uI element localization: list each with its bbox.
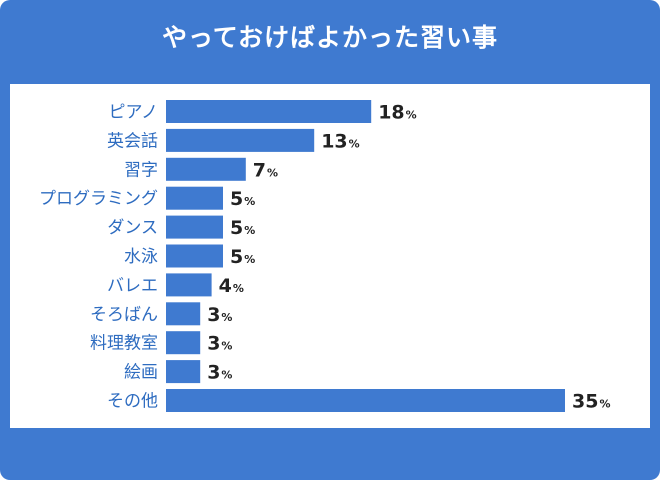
category-label: 水泳 (124, 247, 158, 267)
value-label: 18% (378, 102, 416, 124)
value-label: 5% (230, 217, 255, 239)
category-label: 料理教室 (90, 334, 158, 354)
chart-title: やっておけばよかった習い事 (161, 23, 498, 52)
value-label: 3% (207, 304, 232, 326)
bar-1 (166, 128, 315, 152)
value-label: 13% (321, 130, 359, 152)
bar-3 (166, 186, 223, 210)
bar-10 (166, 389, 565, 412)
bar-0 (166, 100, 372, 123)
value-label: 3% (207, 333, 232, 355)
value-label: 3% (207, 362, 232, 384)
category-label: 英会話 (107, 131, 158, 151)
bar-9 (166, 360, 201, 384)
bar-6 (166, 273, 212, 297)
bar-2 (166, 157, 246, 181)
value-label: 5% (230, 246, 255, 268)
bar-8 (166, 331, 201, 355)
bar-7 (166, 302, 201, 326)
category-label: その他 (107, 392, 158, 412)
chart-panel (10, 84, 650, 428)
category-label: プログラミング (39, 189, 158, 209)
category-label: ピアノ (109, 103, 158, 123)
category-label: 習字 (124, 160, 158, 180)
value-label: 5% (230, 188, 255, 210)
category-label: 絵画 (124, 363, 158, 383)
value-label: 4% (219, 275, 244, 297)
value-label: 35% (572, 391, 610, 413)
bar-5 (166, 244, 223, 268)
value-label: 7% (253, 159, 278, 181)
category-label: バレエ (107, 276, 158, 296)
category-label: ダンス (107, 218, 158, 238)
bar-4 (166, 215, 223, 239)
category-label: そろばん (90, 305, 158, 325)
